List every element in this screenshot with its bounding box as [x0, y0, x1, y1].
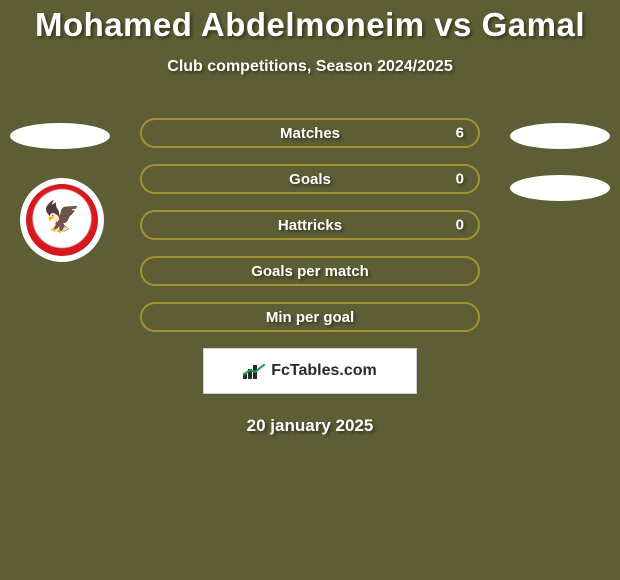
trend-line-icon [243, 364, 265, 376]
stat-label: Goals [289, 171, 331, 188]
stat-row-matches: Matches 6 [140, 118, 480, 148]
bar-chart-icon [243, 363, 265, 379]
fctables-attribution[interactable]: FcTables.com [203, 348, 417, 394]
date-text: 20 january 2025 [0, 416, 620, 436]
player-right-avatar-1 [510, 123, 610, 149]
team-badge-inner: 🦅 [26, 184, 98, 256]
stat-row-hattricks: Hattricks 0 [140, 210, 480, 240]
eagle-icon: 🦅 [43, 203, 80, 233]
stat-right-value: 0 [456, 217, 464, 234]
team-badge-al-ahly: 🦅 [20, 178, 104, 262]
player-left-avatar [10, 123, 110, 149]
stat-label: Matches [280, 125, 340, 142]
stat-right-value: 0 [456, 171, 464, 188]
stat-right-value: 6 [456, 125, 464, 142]
stat-label: Min per goal [266, 309, 354, 326]
stat-row-goals: Goals 0 [140, 164, 480, 194]
stats-area: Matches 6 Goals 0 Hattricks 0 Goals per … [140, 118, 480, 332]
stat-label: Hattricks [278, 217, 342, 234]
stat-row-goals-per-match: Goals per match [140, 256, 480, 286]
subtitle: Club competitions, Season 2024/2025 [0, 58, 620, 76]
stat-row-min-per-goal: Min per goal [140, 302, 480, 332]
fctables-text: FcTables.com [271, 362, 377, 380]
player-right-avatar-2 [510, 175, 610, 201]
page-title: Mohamed Abdelmoneim vs Gamal [0, 0, 620, 44]
stat-label: Goals per match [251, 263, 369, 280]
